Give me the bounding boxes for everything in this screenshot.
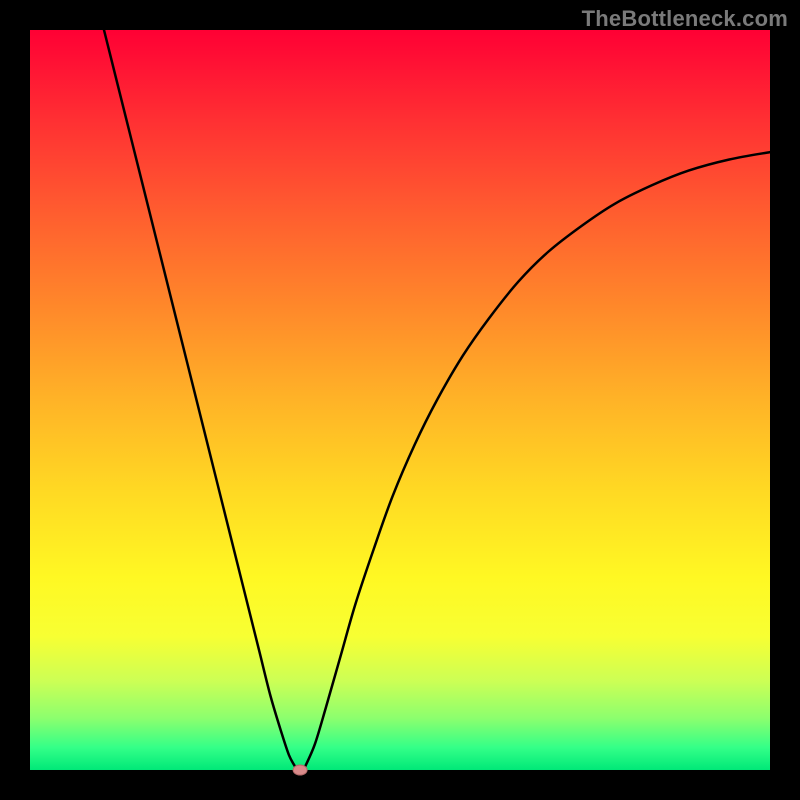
chart-plot-area	[30, 30, 770, 770]
watermark-text: TheBottleneck.com	[582, 6, 788, 32]
chart-container: TheBottleneck.com	[0, 0, 800, 800]
optimal-marker	[293, 765, 307, 775]
bottleneck-chart	[0, 0, 800, 800]
